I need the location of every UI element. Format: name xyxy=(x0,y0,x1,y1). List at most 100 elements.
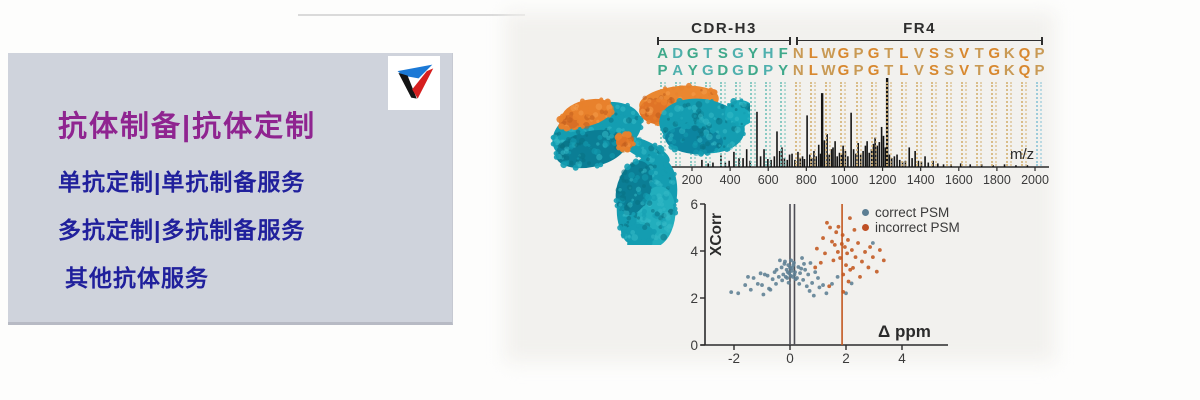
antibody-domain xyxy=(665,122,723,157)
spectrum-peak xyxy=(791,153,793,167)
antibody-surface-bead xyxy=(608,117,614,123)
antibody-surface-bead xyxy=(682,123,688,129)
antibody-surface-bead xyxy=(618,111,625,118)
antibody-surface-bead xyxy=(626,220,630,224)
sequence-letter: W xyxy=(821,45,836,62)
fragment-guide-line xyxy=(870,82,873,166)
antibody-surface-bead xyxy=(563,155,570,161)
scatter-point xyxy=(743,283,748,287)
scatter-point xyxy=(853,255,858,260)
fragment-guide-line xyxy=(825,82,828,166)
antibody-surface-bead xyxy=(669,136,674,141)
scatter-point xyxy=(814,246,819,251)
antibody-surface-bead xyxy=(666,223,673,230)
panel-title: 抗体制备|抗体定制 xyxy=(58,111,317,143)
sequence-letter: Q xyxy=(1018,62,1031,79)
antibody-surface-bead xyxy=(644,106,648,110)
antibody-surface-bead xyxy=(626,138,633,145)
service-link-monoclonal[interactable]: 单抗定制|单抗制备服务 xyxy=(58,169,306,195)
scatter-point xyxy=(863,250,867,254)
sequence-letter: L xyxy=(899,62,909,79)
antibody-surface-bead xyxy=(692,142,698,149)
sequence-letter: G xyxy=(988,45,1001,62)
antibody-surface-bead xyxy=(668,112,674,118)
sequence-letter: S xyxy=(944,62,955,79)
antibody-surface-bead xyxy=(596,154,603,161)
antibody-domain xyxy=(620,221,657,245)
scatter-point xyxy=(831,258,836,263)
antibody-surface-bead xyxy=(597,134,603,140)
antibody-surface-bead xyxy=(661,221,667,227)
antibody-surface-bead xyxy=(681,138,685,142)
antibody-surface-bead xyxy=(618,202,623,207)
spectrum-peak xyxy=(786,159,789,167)
scatter-point xyxy=(838,256,843,260)
fragment-guide-line xyxy=(1021,82,1024,166)
scatter-point xyxy=(746,274,750,279)
scatter-point xyxy=(778,258,782,263)
fragment-guide-line xyxy=(799,82,802,166)
antibody-surface-bead xyxy=(671,145,679,153)
spectrum-peak xyxy=(1003,164,1006,167)
spectrum-tick-label: 800 xyxy=(796,173,817,187)
spectrum-peak xyxy=(838,152,841,167)
scatter-point xyxy=(849,281,854,286)
antibody-surface-bead xyxy=(613,117,619,123)
service-link-polyclonal[interactable]: 多抗定制|多抗制备服务 xyxy=(58,217,306,243)
spectrum-peak xyxy=(776,131,778,167)
antibody-surface-bead xyxy=(614,112,618,116)
service-link-other[interactable]: 其他抗体服务 xyxy=(65,265,209,291)
scatter-point xyxy=(785,276,790,280)
fragment-guide-line xyxy=(904,82,907,166)
spectrum-peak xyxy=(917,160,920,167)
fragment-guide-line xyxy=(780,82,783,166)
sequence-letter: G xyxy=(988,62,1001,79)
antibody-surface-bead xyxy=(656,221,661,226)
antibody-surface-bead xyxy=(642,95,647,101)
scatter-y-tick-label: 4 xyxy=(690,244,698,259)
antibody-surface-bead xyxy=(650,208,655,213)
antibody-domain xyxy=(725,98,750,127)
sequence-letter: G xyxy=(732,62,744,79)
scatter-point xyxy=(801,278,806,282)
antibody-surface-bead xyxy=(711,142,715,146)
antibody-surface-bead xyxy=(580,124,585,129)
antibody-surface-bead xyxy=(660,98,668,106)
antibody-surface-bead xyxy=(621,229,627,235)
spectrum-peak xyxy=(937,163,939,167)
antibody-surface-bead xyxy=(603,140,610,148)
sequence-letter: V xyxy=(913,62,924,79)
antibody-surface-bead xyxy=(621,190,626,196)
services-panel: 抗体制备|抗体定制 单抗定制|单抗制备服务 多抗定制|多抗制备服务 其他抗体服务 xyxy=(8,53,453,325)
antibody-surface-bead xyxy=(687,106,692,110)
antibody-surface-bead xyxy=(743,111,746,115)
spectrum-peak xyxy=(742,158,744,167)
scatter-point xyxy=(858,274,862,279)
spectrum-peak xyxy=(924,156,926,167)
fr4-label: FR4 xyxy=(903,20,936,37)
antibody-surface-bead xyxy=(619,210,623,214)
antibody-surface-bead xyxy=(632,177,638,183)
scatter-point xyxy=(799,266,804,271)
sequence-letter: G xyxy=(732,45,744,62)
mass-spectrum-chart: 200 400 600 800 1000 1200 1400 1600 1800 2000 xyxy=(663,78,1049,187)
scatter-point xyxy=(803,267,808,272)
antibody-surface-bead xyxy=(704,98,710,104)
antibody-surface-bead xyxy=(575,129,581,135)
antibody-surface-bead xyxy=(630,110,636,116)
sequence-letter: G xyxy=(837,62,850,79)
sequence-letter: T xyxy=(884,45,894,62)
antibody-surface-bead xyxy=(621,234,626,239)
scatter-point xyxy=(748,287,753,292)
spectrum-peak xyxy=(866,141,868,167)
spectrum-peak xyxy=(908,147,911,167)
antibody-surface-bead xyxy=(631,234,639,241)
antibody-surface-bead xyxy=(587,161,591,166)
figure-background xyxy=(505,12,1055,362)
scatter-point xyxy=(790,266,795,271)
psm-scatter-chart: 0 2 4 6 -2 0 2 4 XCorr xyxy=(690,197,948,366)
antibody-surface-bead xyxy=(577,142,581,146)
scatter-point xyxy=(789,258,794,263)
antibody-surface-bead xyxy=(636,216,641,220)
spectrum-peak xyxy=(767,158,769,167)
